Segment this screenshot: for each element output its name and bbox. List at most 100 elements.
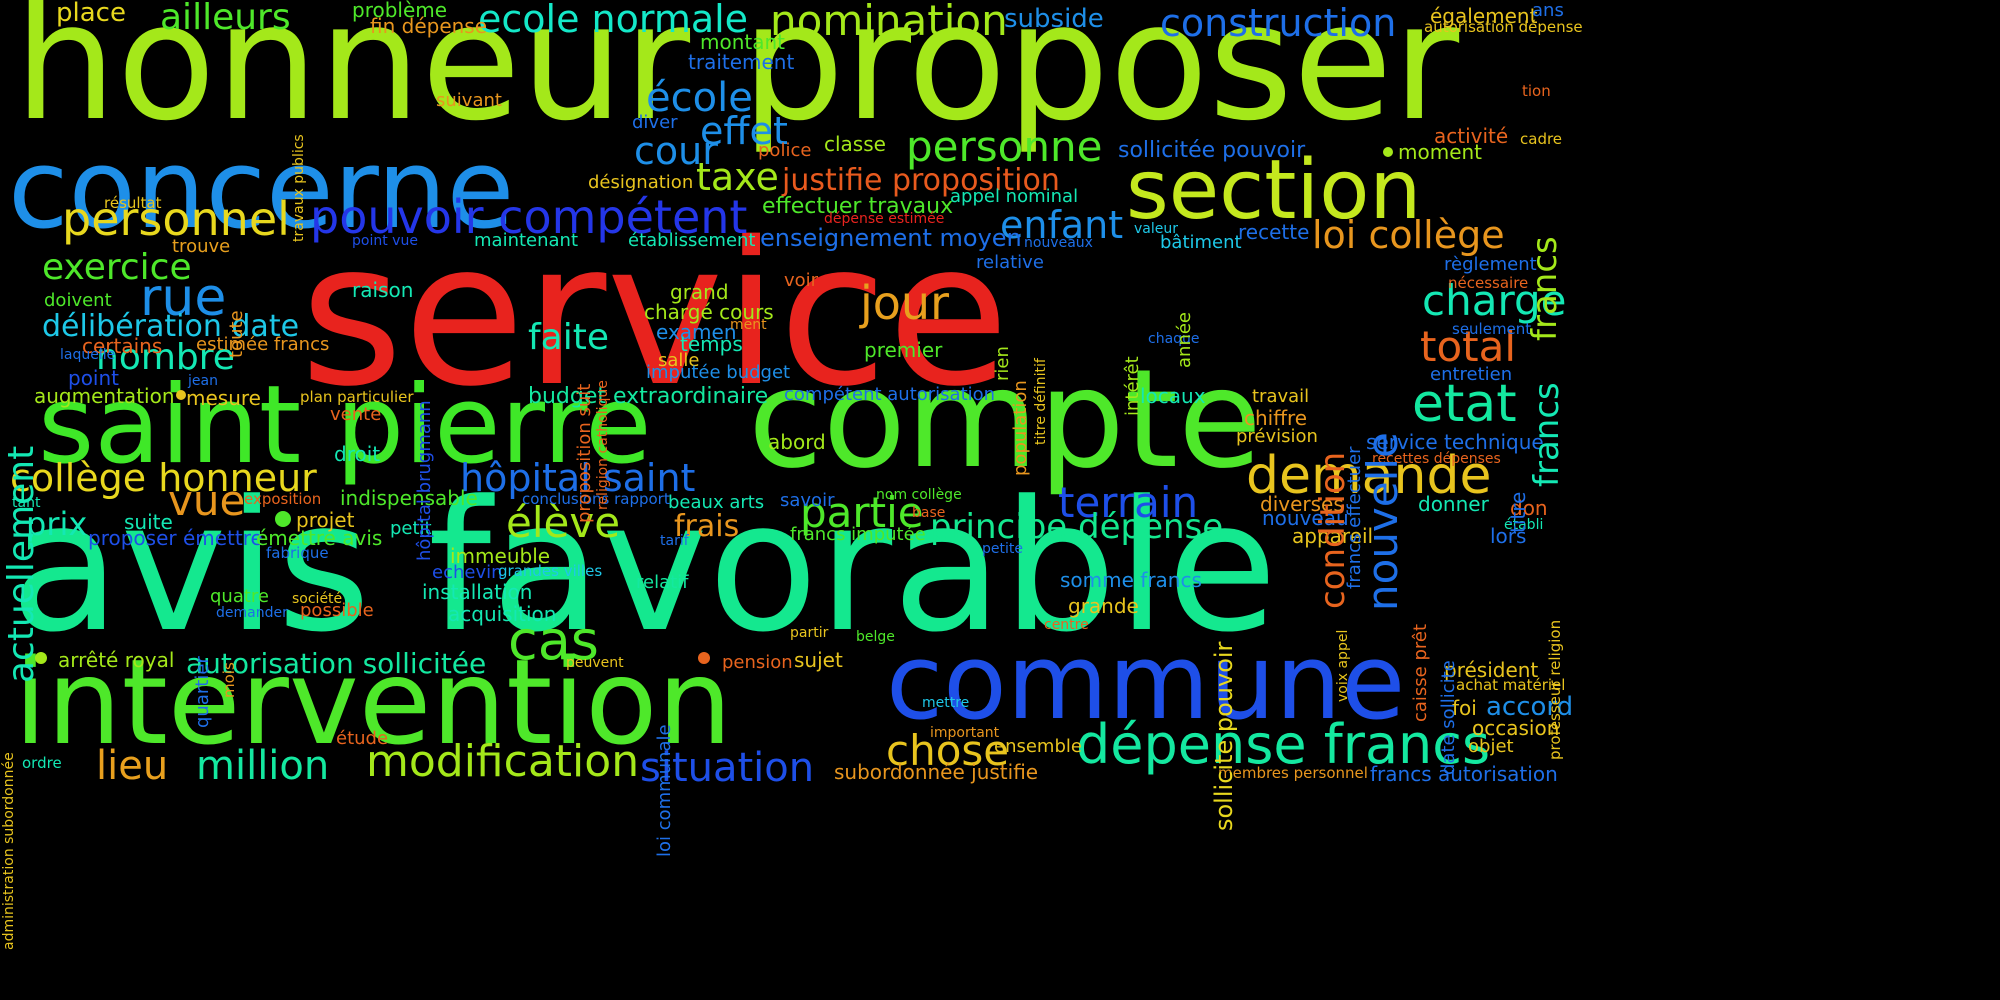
cloud-word-terrain: terrain	[1058, 478, 1199, 527]
cloud-word-centre: centre	[1044, 617, 1089, 633]
cloud-word-ecole-normale: ecole normale	[478, 0, 749, 41]
cloud-word-proposer-emettre: proposer émettre	[88, 526, 263, 550]
cloud-word-egalement: également	[1430, 4, 1538, 28]
cloud-word-achat-materiel: achat matériel	[1456, 676, 1566, 694]
cloud-word-projet: projet	[296, 508, 355, 532]
cloud-word-eleve: élève	[506, 498, 621, 547]
cloud-word-grande: grande	[1068, 594, 1139, 618]
cloud-word-imputee-budget: imputée budget	[646, 362, 791, 383]
cloud-word-caisse-pret: caisse prêt	[1410, 623, 1431, 722]
cloud-word-effet: effet	[700, 109, 788, 153]
cloud-word-emettre-avis: émettre avis	[256, 526, 383, 550]
cloud-word-important: important	[930, 725, 1000, 741]
cloud-word-exercice: exercice	[42, 247, 192, 288]
cloud-word-suivant: suivant	[436, 90, 502, 111]
cloud-word-population: population	[1010, 380, 1031, 476]
cloud-word-total: total	[1420, 322, 1517, 371]
cloud-word-point-vue: point vue	[352, 233, 418, 249]
cloud-word-installation: installation	[422, 580, 533, 604]
cloud-word-sollicitee-pouvoir: sollicitée pouvoir	[1118, 138, 1306, 163]
cloud-word-voir: voir	[784, 270, 819, 291]
cloud-word-mesure: mesure	[186, 386, 261, 410]
cloud-word-locaux: locaux	[1140, 384, 1206, 408]
cloud-word-administration-subordonnee: administration subordonnée	[1, 752, 17, 950]
cloud-word-place: place	[56, 0, 126, 28]
cloud-word-sujet: sujet	[794, 648, 843, 672]
cloud-word-subordonnee-justifie: subordonnée justifie	[834, 760, 1039, 784]
dot-mark	[1383, 147, 1393, 157]
cloud-word-accord: accord	[1486, 692, 1574, 722]
cloud-word-temps: temps	[680, 332, 743, 356]
cloud-word-recette: recette	[1238, 220, 1310, 244]
cloud-word-belge: belge	[856, 629, 895, 645]
cloud-word-competent-autorisation: compétent autorisation	[784, 384, 996, 405]
dot-mark	[698, 652, 710, 664]
cloud-word-taxe: taxe	[696, 155, 779, 199]
cloud-word-partir: partir	[790, 625, 829, 641]
cloud-word-honneur-proposer: honneur proposer	[14, 0, 1460, 157]
cloud-word-personne: personne	[906, 122, 1103, 171]
cloud-word-lieu: lieu	[96, 743, 169, 789]
cloud-word-annee: année	[1174, 312, 1195, 368]
cloud-word-francs-autorisation: francs autorisation	[1370, 762, 1558, 786]
cloud-word-justifie-proposition: justifie proposition	[782, 163, 1060, 198]
cloud-word-quartier: quartier	[192, 656, 213, 728]
cloud-word-fabrique: fabrique	[266, 544, 329, 562]
cloud-word-cas: cas	[508, 609, 599, 672]
cloud-word-demande: demande	[1246, 446, 1492, 506]
cloud-word-membres-personnel: membres personnel	[1218, 764, 1368, 782]
cloud-word-depense-francs: dépense francs	[1076, 713, 1491, 776]
cloud-word-premier: premier	[864, 338, 943, 362]
cloud-word-immeuble: immeuble	[450, 544, 551, 568]
cloud-word-compte: compte	[748, 341, 1262, 499]
cloud-word-jean: jean	[188, 373, 218, 389]
cloud-word-exposition: exposition	[244, 490, 322, 508]
cloud-word-rien: rien	[992, 346, 1013, 381]
cloud-word-religion-catholique: religion catholique	[595, 380, 611, 510]
cloud-word-batiment: bâtiment	[1160, 232, 1242, 253]
cloud-word-possible: possible	[300, 600, 374, 621]
cloud-word-somme-francs: somme francs	[1060, 568, 1202, 592]
cloud-word-francs-right-bottom: francs	[1527, 382, 1567, 487]
cloud-word-nombre: nombre	[96, 337, 235, 378]
cloud-word-peuvent: peuvent	[566, 655, 624, 671]
cloud-word-reglement: règlement	[1444, 254, 1537, 275]
cloud-word-concerne: concerne	[8, 125, 515, 253]
cloud-word-travail: travail	[1252, 386, 1310, 407]
cloud-word-etabli: établi	[1504, 517, 1544, 533]
cloud-word-plan-particulier: plan particulier	[300, 388, 414, 406]
cloud-word-toute: toute	[226, 310, 247, 358]
cloud-word-enfant: enfant	[1000, 203, 1124, 247]
cloud-word-ment: ment	[730, 317, 767, 333]
cloud-word-certains: certains	[82, 334, 163, 358]
dot-mark	[275, 511, 291, 527]
cloud-word-demander: demander	[216, 605, 288, 621]
cloud-word-chose: chose	[886, 726, 1010, 775]
cloud-word-nom-college: nom collège	[876, 487, 962, 503]
cloud-word-effectuer-travaux: effectuer travaux	[762, 194, 954, 219]
cloud-word-classe: classe	[824, 132, 886, 156]
cloud-word-societe: société	[292, 591, 343, 607]
cloud-word-avis-favorable: avis favorable	[10, 463, 1278, 672]
cloud-word-nouvelle: nouvelle	[1358, 432, 1407, 611]
cloud-word-autorisation-sollicitee: autorisation sollicitée	[186, 647, 487, 680]
cloud-word-point: point	[68, 366, 120, 390]
cloud-word-ecole: école	[646, 75, 753, 121]
cloud-word-seulement: seulement	[1452, 320, 1532, 338]
cloud-word-ensemble: ensemble	[994, 736, 1082, 757]
cloud-word-recettes-depenses: recettes dépenses	[1372, 451, 1501, 467]
cloud-word-voix-appel: voix appel	[1335, 629, 1351, 702]
cloud-word-professeur-religion: professeur religion	[1546, 619, 1564, 760]
cloud-word-depense-estimee: dépense estimée	[824, 211, 945, 227]
cloud-word-principe-depense: principe dépense	[930, 507, 1224, 547]
cloud-word-modification: modification	[366, 736, 640, 787]
cloud-word-chiffre: chiffre	[1244, 406, 1308, 430]
cloud-word-acquisition: acquisition	[448, 602, 557, 626]
cloud-word-charge-cours: chargé cours	[644, 300, 774, 324]
cloud-word-base: base	[912, 505, 946, 521]
cloud-word-trouve: trouve	[172, 236, 231, 257]
cloud-word-pouvoir-competent: pouvoir compétent	[310, 190, 748, 244]
cloud-word-prevision: prévision	[1236, 426, 1318, 447]
cloud-word-relatif: relatif	[636, 572, 689, 593]
cloud-word-nomination: nomination	[770, 0, 1008, 45]
